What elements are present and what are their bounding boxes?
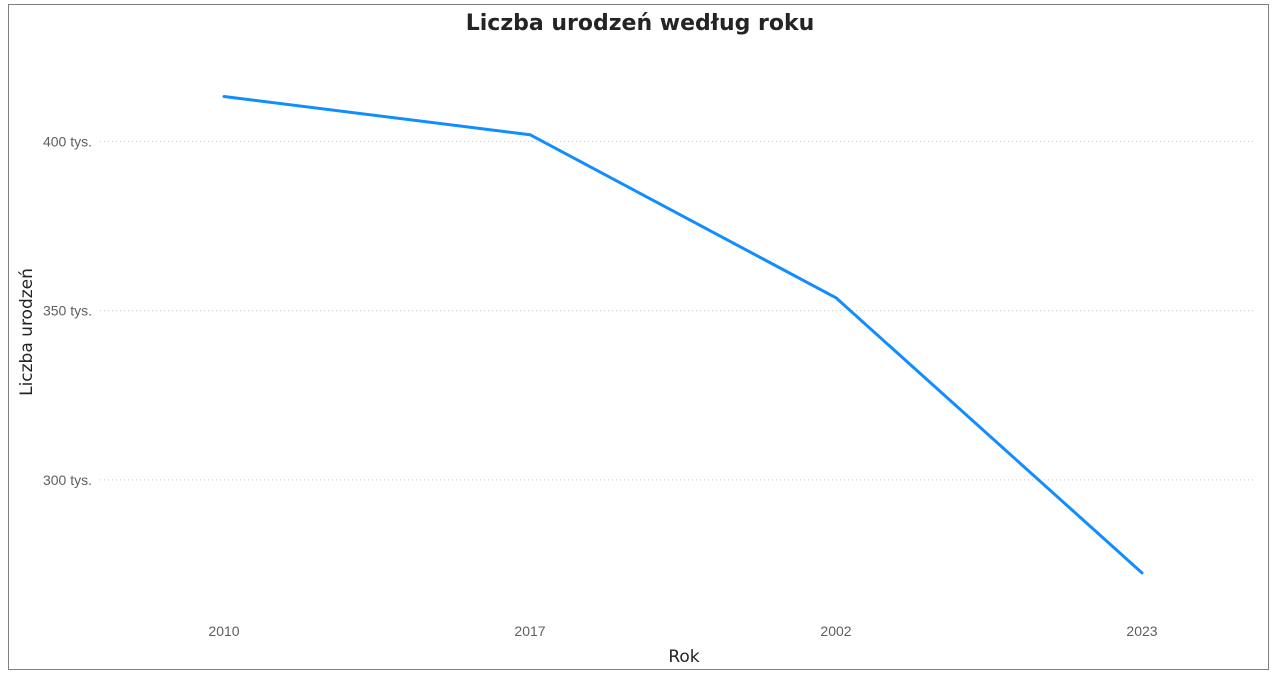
y-tick-label: 350 tys. bbox=[43, 303, 92, 319]
gridlines bbox=[100, 140, 1255, 481]
y-axis-label: Liczba urodzeń bbox=[17, 268, 37, 396]
x-tick-label: 2002 bbox=[820, 623, 851, 639]
x-axis-ticks: 2010 2017 2002 2023 bbox=[208, 623, 1157, 639]
y-axis-ticks: 300 tys. 350 tys. 400 tys. bbox=[43, 133, 92, 487]
y-tick-label: 400 tys. bbox=[43, 133, 92, 149]
x-tick-label: 2010 bbox=[208, 623, 239, 639]
series-line bbox=[222, 95, 1144, 575]
chart-frame bbox=[8, 4, 1269, 670]
x-axis-label: Rok bbox=[668, 647, 699, 667]
x-tick-label: 2023 bbox=[1126, 623, 1157, 639]
y-tick-label: 300 tys. bbox=[43, 472, 92, 488]
chart-title: Liczba urodzeń według roku bbox=[466, 11, 815, 36]
x-tick-label: 2017 bbox=[514, 623, 545, 639]
series-layer bbox=[222, 95, 1144, 575]
